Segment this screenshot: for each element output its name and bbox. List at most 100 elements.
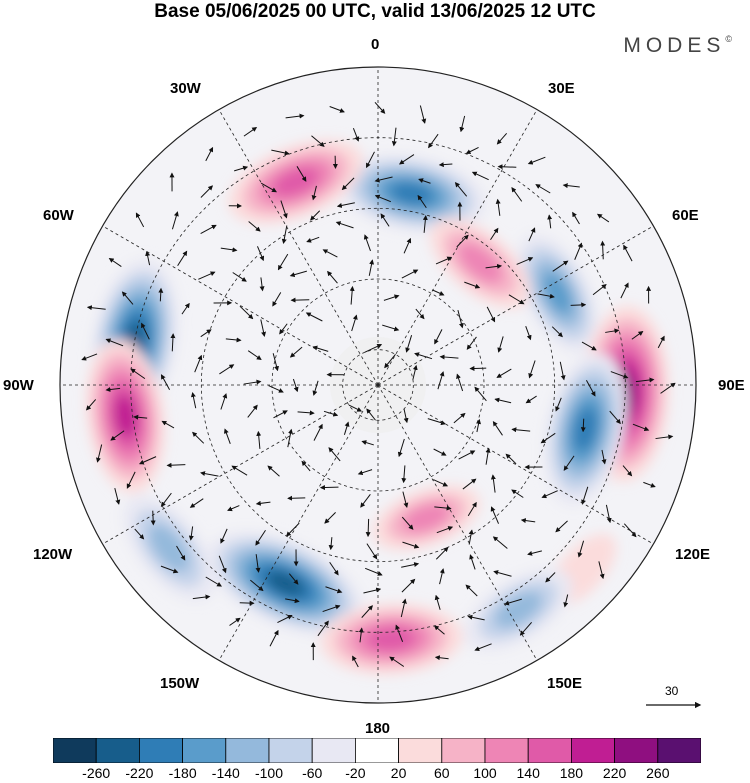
colorbar-tick-label: -100 — [254, 765, 284, 781]
wind-arrow — [497, 164, 517, 170]
positive-anomaly-6 — [86, 338, 165, 494]
wind-arrow — [366, 408, 376, 421]
wind-arrow — [456, 234, 469, 248]
wind-arrow — [361, 605, 373, 618]
colorbar-tick-label: 20 — [390, 765, 407, 781]
lon-label-150e: 150E — [547, 675, 583, 692]
wind-arrow — [194, 354, 203, 373]
wind-arrow — [351, 314, 358, 332]
negative-anomaly-10 — [123, 495, 215, 602]
wind-arrow — [357, 469, 373, 476]
meridian — [102, 384, 379, 545]
negative-anomaly-8 — [207, 531, 364, 636]
wind-arrow — [458, 450, 476, 460]
colorbar-swatch — [311, 738, 356, 763]
meridian — [218, 384, 379, 661]
wind-arrow — [269, 629, 279, 647]
wind-arrow — [335, 221, 354, 229]
wind-arrow — [469, 554, 476, 570]
wind-arrow — [255, 554, 261, 573]
colorbar-swatch — [354, 738, 399, 763]
wind-arrow — [130, 368, 146, 380]
wind-arrow — [438, 162, 453, 168]
wind-arrow — [380, 213, 390, 227]
wind-arrow — [493, 570, 512, 577]
wind-arrow — [405, 335, 413, 353]
wind-arrow — [453, 412, 466, 424]
colorbar-tick-label: -220 — [125, 765, 154, 781]
wind-arrow — [535, 184, 551, 194]
wind-arrow — [402, 541, 420, 549]
wind-arrow — [364, 567, 383, 576]
wind-arrow — [363, 587, 382, 594]
wind-arrow — [292, 378, 299, 393]
reference-vector-label: 30 — [665, 684, 679, 698]
wind-arrow — [268, 385, 284, 393]
colorbar-swatch — [484, 738, 529, 763]
wind-arrow — [200, 185, 214, 198]
map-boundary — [59, 66, 697, 704]
colorbar-swatch — [441, 738, 486, 763]
wind-arrow — [433, 625, 445, 635]
wind-arrow — [287, 428, 293, 448]
wind-arrow — [126, 471, 136, 489]
colorbar-tick-label: 140 — [516, 765, 540, 781]
wind-arrow — [310, 210, 321, 221]
wind-arrow — [598, 561, 605, 580]
wind-arrow — [462, 478, 477, 490]
wind-arrow — [239, 305, 254, 320]
wind-arrow — [401, 578, 416, 593]
wind-arrow — [366, 543, 378, 560]
wind-arrow — [623, 244, 633, 262]
wind-arrow — [505, 453, 517, 465]
wind-arrow — [434, 329, 443, 345]
wind-arrow — [297, 410, 315, 416]
wind-arrow — [395, 624, 404, 642]
brand-logo: MODES© — [623, 34, 732, 57]
wind-arrow — [336, 202, 355, 208]
wind-arrow — [317, 620, 329, 637]
wind-arrow — [471, 171, 489, 181]
wind-arrow — [374, 102, 386, 114]
anomaly-field — [86, 139, 669, 675]
wind-arrow — [605, 328, 620, 334]
wind-arrow — [525, 395, 537, 404]
colorbar-swatch — [225, 738, 270, 763]
wind-arrow — [464, 281, 481, 289]
wind-arrow — [189, 498, 204, 508]
wind-arrow — [255, 500, 271, 506]
colorbar-swatch — [571, 738, 616, 763]
wind-arrow — [247, 404, 258, 418]
wind-arrow — [432, 289, 445, 296]
wind-arrow — [520, 518, 536, 524]
wind-arrow — [403, 408, 409, 424]
colorbar-swatch — [139, 738, 184, 763]
wind-arrow — [198, 271, 216, 280]
lon-label-60w: 60W — [43, 207, 74, 224]
wind-arrow — [496, 368, 512, 378]
colorbar-tick-label: 260 — [646, 765, 670, 781]
wind-arrow — [305, 312, 323, 322]
wind-arrow — [537, 293, 555, 299]
meridian — [377, 109, 538, 386]
wind-arrow — [205, 146, 214, 162]
wind-arrow — [657, 335, 665, 349]
wind-arrow — [220, 247, 238, 253]
wind-arrow — [289, 270, 307, 278]
wind-arrow — [313, 423, 323, 441]
wind-arrow — [439, 568, 445, 585]
lon-label-180: 180 — [365, 720, 391, 737]
wind-arrow — [177, 250, 188, 267]
wind-arrow — [632, 423, 650, 432]
wind-arrow — [329, 561, 339, 576]
wind-arrow — [466, 336, 477, 350]
wind-arrow — [415, 308, 425, 320]
wind-arrow — [247, 350, 262, 360]
wind-arrow — [456, 373, 464, 392]
wind-arrow — [160, 565, 179, 574]
wind-arrow — [312, 380, 319, 396]
wind-arrow — [437, 371, 445, 390]
wind-arrow — [494, 397, 512, 404]
wind-arrow — [635, 377, 655, 383]
wind-arrow — [574, 242, 583, 260]
